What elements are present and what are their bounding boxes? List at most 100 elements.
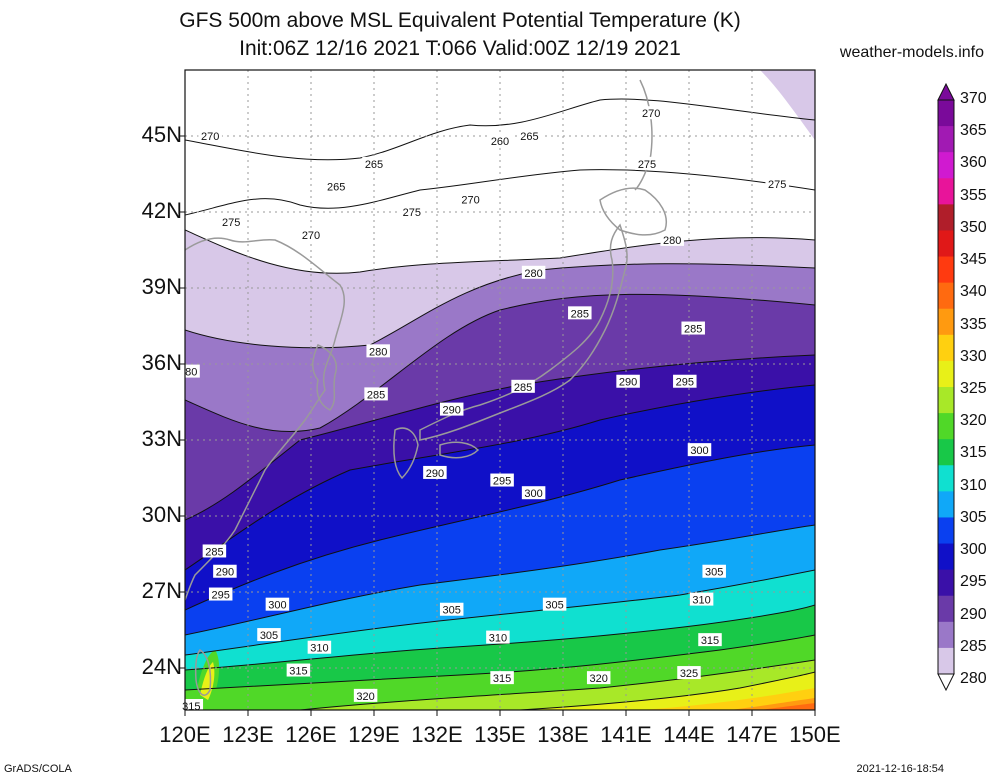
contour-label-bg bbox=[265, 597, 290, 611]
contour-label: 305 bbox=[443, 605, 461, 617]
lon-label-144e: 144E bbox=[663, 722, 715, 747]
contour-label-bg bbox=[213, 564, 237, 578]
contour-label-bg bbox=[677, 666, 701, 680]
contour-label: 315 bbox=[493, 673, 511, 685]
colorbar-label: 315 bbox=[960, 444, 987, 462]
lon-label-135e: 135E bbox=[474, 722, 526, 747]
contour-label-bg bbox=[400, 205, 424, 218]
contour-label: 305 bbox=[705, 567, 723, 579]
contour-label: 265 bbox=[327, 182, 345, 194]
contour-label-bg bbox=[616, 374, 640, 388]
contour-label: 260 bbox=[491, 136, 509, 148]
contour-label-bg bbox=[324, 179, 348, 193]
contour-label: 280 bbox=[524, 268, 542, 280]
contour-label-bg bbox=[439, 602, 464, 616]
contour-label: 295 bbox=[493, 476, 511, 488]
colorbar-swatch bbox=[938, 256, 954, 284]
contour-label: 315 bbox=[701, 635, 719, 647]
contour-label: 305 bbox=[545, 600, 563, 612]
lon-label-132e: 132E bbox=[411, 722, 463, 747]
contour-label: 285 bbox=[684, 324, 702, 336]
contour-label: 275 bbox=[638, 159, 656, 171]
contour-label-bg bbox=[286, 663, 311, 677]
contour-label-bg bbox=[586, 671, 611, 685]
contour-label: 310 bbox=[489, 633, 507, 645]
contour-label-bg bbox=[542, 597, 567, 611]
contour-label-bg bbox=[307, 640, 332, 654]
colorbar-swatch bbox=[938, 126, 954, 153]
colorbar-frame bbox=[937, 99, 955, 675]
contour-label: 270 bbox=[302, 230, 320, 242]
colorbar-swatch bbox=[938, 100, 954, 127]
contour-label-bg bbox=[299, 227, 323, 241]
coast-kyushu bbox=[393, 427, 419, 480]
colorbar-swatch bbox=[938, 178, 954, 205]
colorbar-swatch bbox=[938, 282, 954, 310]
contour-label: 300 bbox=[268, 600, 286, 612]
colorbar-swatch bbox=[938, 334, 954, 362]
axis-ticks bbox=[179, 135, 816, 716]
lat-label-42n: 42N bbox=[141, 198, 182, 223]
contour-lines bbox=[185, 98, 815, 710]
contour-label-bg bbox=[182, 364, 200, 378]
colorbar-label: 370 bbox=[960, 90, 987, 107]
coast-hokkaido bbox=[599, 187, 667, 236]
colorbar-label: 355 bbox=[960, 186, 987, 204]
contour-label-bg bbox=[521, 265, 546, 279]
footer-credit: GrADS/COLA bbox=[4, 763, 72, 775]
contour-label-bg bbox=[364, 387, 388, 401]
colorbar-label: 360 bbox=[960, 154, 987, 172]
contour-label-bg bbox=[257, 628, 281, 642]
contour-label: 300 bbox=[524, 488, 542, 500]
contour-label-bg bbox=[702, 564, 726, 578]
colorbar-swatch bbox=[938, 569, 954, 597]
colorbar-label: 295 bbox=[960, 573, 987, 591]
colorbar-swatch bbox=[938, 543, 954, 571]
contour-label-bg bbox=[689, 592, 714, 606]
colorbar-label: 280 bbox=[960, 670, 987, 687]
contour-label-bg bbox=[673, 374, 697, 388]
contour-label: 275 bbox=[768, 179, 786, 191]
colorbar-label: 290 bbox=[960, 605, 987, 623]
colorbar bbox=[937, 82, 955, 692]
contour-label-bg bbox=[660, 232, 684, 246]
contour-label-bg bbox=[639, 106, 663, 120]
contour-label: 270 bbox=[201, 131, 219, 143]
colorbar-label: 330 bbox=[960, 347, 987, 365]
coast-korea bbox=[312, 344, 337, 411]
contour-label: 265 bbox=[520, 131, 538, 143]
lat-label-39n: 39N bbox=[141, 274, 182, 299]
colorbar-label: 310 bbox=[960, 476, 987, 494]
contour-label: 265 bbox=[365, 159, 383, 171]
lat-label-45n: 45N bbox=[141, 122, 182, 147]
colorbar-label: 305 bbox=[960, 508, 987, 526]
colorbar-swatch bbox=[938, 491, 954, 518]
contour-label-bg bbox=[521, 486, 546, 500]
contour-label-bg bbox=[490, 473, 514, 487]
lon-label-123e: 123E bbox=[222, 722, 274, 747]
colorbar-label: 345 bbox=[960, 251, 987, 269]
contour-label-bg bbox=[765, 177, 789, 191]
contour-label: 290 bbox=[443, 405, 461, 417]
lat-label-30n: 30N bbox=[141, 502, 182, 527]
lat-label-36n: 36N bbox=[141, 350, 182, 375]
contour-label: 310 bbox=[692, 595, 710, 607]
contour-label-bg bbox=[198, 129, 222, 142]
colorbar-label: 320 bbox=[960, 412, 987, 430]
contour-label-bg bbox=[458, 192, 483, 206]
colorbar-swatch bbox=[938, 595, 954, 623]
lat-label-33n: 33N bbox=[141, 426, 182, 451]
contour-label: 320 bbox=[590, 673, 608, 685]
colorbar-label: 335 bbox=[960, 315, 987, 333]
colorbar-swatch bbox=[938, 308, 954, 336]
contour-label: 325 bbox=[680, 668, 698, 680]
colorbar-swatch bbox=[938, 387, 954, 414]
colorbar-label: 285 bbox=[960, 637, 987, 655]
contour-label-bg bbox=[568, 306, 592, 320]
contour-label-bg bbox=[698, 633, 722, 647]
contour-label-bg bbox=[423, 465, 447, 479]
contour-label: 290 bbox=[619, 377, 637, 389]
colorbar-swatch bbox=[938, 204, 954, 231]
band-350 bbox=[760, 703, 815, 710]
colorbar-swatch bbox=[938, 517, 954, 545]
